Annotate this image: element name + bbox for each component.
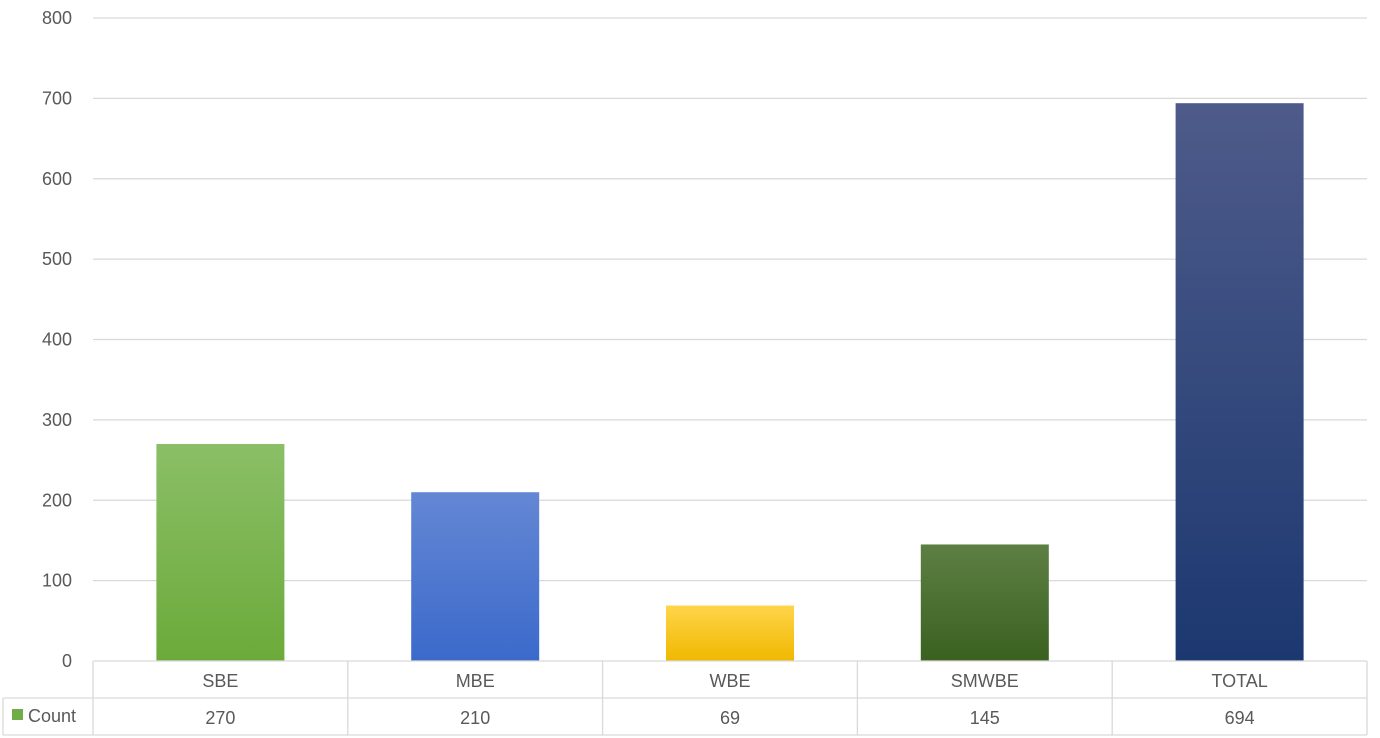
category-label: SMWBE — [951, 671, 1019, 691]
data-value-label: 145 — [970, 708, 1000, 728]
y-tick-label: 700 — [42, 88, 72, 108]
data-value-label: 270 — [205, 708, 235, 728]
y-tick-label: 500 — [42, 249, 72, 269]
category-label: MBE — [456, 671, 495, 691]
data-table: SBE 270 MBE 210 WBE 69 SMWBE 145 TOTAL 694 Count — [2, 660, 1368, 736]
y-tick-label: 200 — [42, 490, 72, 510]
category-label: SBE — [202, 671, 238, 691]
bar-mbe — [411, 492, 540, 661]
data-value-label: 694 — [1225, 708, 1255, 728]
y-tick-label: 800 — [42, 8, 72, 28]
legend-key — [12, 709, 23, 720]
series-name-label: Count — [28, 706, 76, 726]
gridlines — [93, 17, 1367, 582]
y-tick-label: 100 — [42, 571, 72, 591]
bars — [156, 103, 1304, 661]
y-tick-label: 600 — [42, 169, 72, 189]
y-tick-label: 300 — [42, 410, 72, 430]
y-axis-tick-labels: 0 100 200 300 400 500 600 700 800 — [42, 8, 72, 671]
bar-sbe — [156, 443, 285, 661]
bar-smwbe — [920, 544, 1049, 661]
bar-wbe — [666, 605, 794, 661]
bar-total — [1175, 103, 1304, 661]
y-tick-label: 0 — [62, 651, 72, 671]
data-value-label: 210 — [460, 708, 490, 728]
data-value-label: 69 — [720, 708, 740, 728]
y-tick-label: 400 — [42, 330, 72, 350]
category-label: TOTAL — [1211, 671, 1267, 691]
category-label: WBE — [709, 671, 750, 691]
